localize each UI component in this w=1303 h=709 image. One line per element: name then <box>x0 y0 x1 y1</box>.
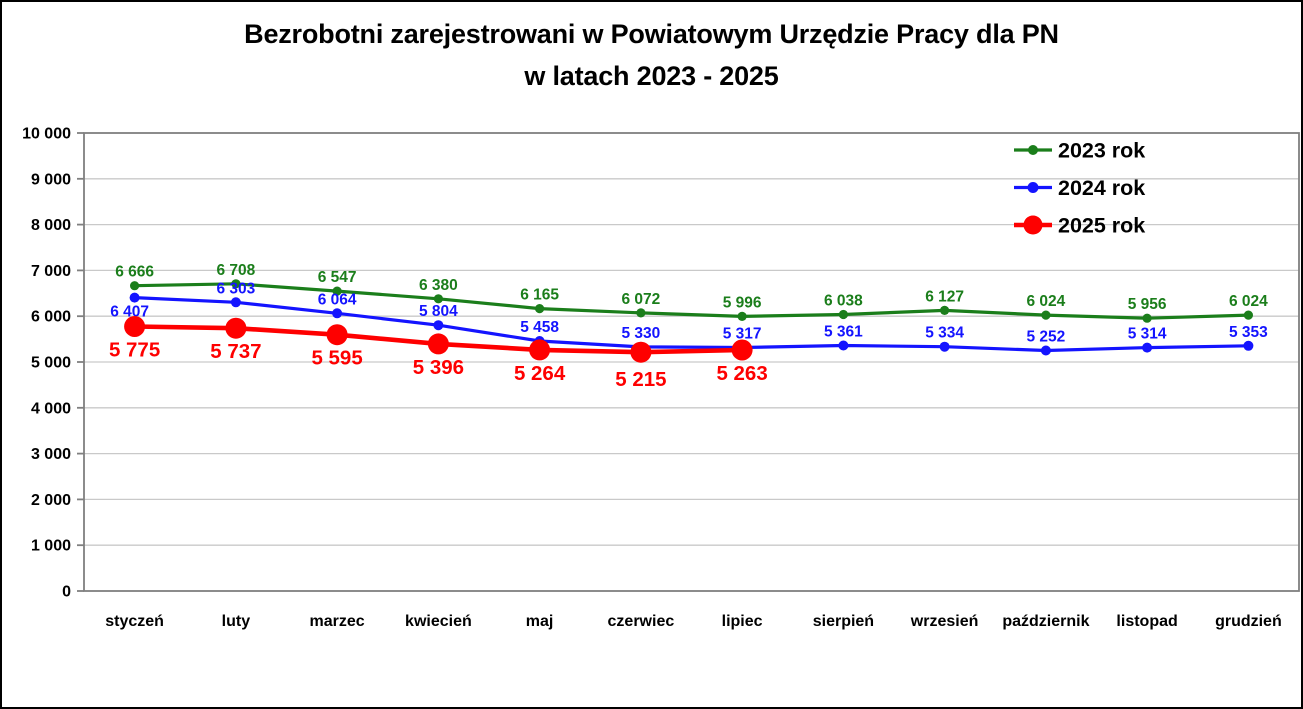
data-label: 5 804 <box>419 303 458 320</box>
y-axis-label: 1 000 <box>31 538 71 555</box>
data-label: 5 737 <box>210 340 261 363</box>
y-axis-label: 5 000 <box>31 355 71 372</box>
legend-marker <box>1027 182 1039 193</box>
data-point <box>332 286 342 296</box>
x-axis-label: sierpień <box>813 613 874 630</box>
legend-marker <box>1023 215 1043 235</box>
data-label: 5 215 <box>615 368 666 391</box>
data-label: 6 024 <box>1229 293 1268 310</box>
data-point <box>838 340 849 351</box>
data-label: 6 303 <box>217 280 256 297</box>
data-point <box>1041 310 1051 320</box>
data-label: 6 666 <box>115 264 154 281</box>
data-label: 6 024 <box>1027 293 1066 310</box>
data-label: 6 038 <box>824 293 863 310</box>
data-point <box>332 308 343 319</box>
y-axis-label: 10 000 <box>22 126 71 143</box>
data-point <box>529 339 551 361</box>
x-axis-label: kwiecień <box>405 613 472 630</box>
legend-marker <box>1028 145 1038 155</box>
x-axis-label: luty <box>222 613 251 630</box>
data-point <box>636 308 646 318</box>
x-axis-label: marzec <box>310 613 365 630</box>
data-point <box>427 333 449 355</box>
data-label: 5 263 <box>716 362 767 385</box>
data-label: 5 317 <box>723 326 762 343</box>
x-axis-label: wrzesień <box>910 613 979 630</box>
y-axis-label: 0 <box>62 584 71 601</box>
data-label: 5 334 <box>925 325 964 342</box>
chart-title: Bezrobotni zarejestrowani w Powiatowym U… <box>2 13 1301 97</box>
data-point <box>130 281 140 291</box>
data-point <box>1243 340 1254 351</box>
data-label: 5 595 <box>311 347 362 370</box>
x-axis-label: styczeń <box>105 613 164 630</box>
data-label: 6 547 <box>318 269 357 286</box>
data-point <box>433 320 444 331</box>
data-point <box>326 324 348 346</box>
data-label: 5 458 <box>520 319 559 336</box>
legend-label: 2024 rok <box>1058 176 1145 200</box>
data-label: 6 072 <box>622 291 661 308</box>
data-point <box>1142 342 1153 353</box>
y-axis-label: 6 000 <box>31 309 71 326</box>
data-label: 6 127 <box>925 288 964 305</box>
series-2025-rok: 5 775 5 737 5 595 5 396 5 264 5 215 5 263 <box>109 316 768 391</box>
data-point <box>630 341 652 363</box>
chart-title-line1: Bezrobotni zarejestrowani w Powiatowym U… <box>244 19 1059 49</box>
data-point <box>731 339 753 361</box>
data-point <box>535 304 545 314</box>
series-2024-rok: 6 407 6 303 6 064 5 804 5 458 5 330 5 317 5 361… <box>110 280 1268 356</box>
data-label: 5 956 <box>1128 296 1167 313</box>
data-label: 5 252 <box>1027 329 1066 346</box>
data-label: 6 380 <box>419 277 458 294</box>
legend-label: 2025 rok <box>1058 214 1145 238</box>
data-point <box>225 317 247 339</box>
data-point <box>124 316 146 337</box>
x-axis-label: grudzień <box>1215 613 1282 630</box>
legend-item-2024-rok: 2024 rok <box>1014 176 1145 200</box>
x-axis-label: listopad <box>1116 613 1177 630</box>
data-label: 5 353 <box>1229 324 1268 341</box>
data-label: 5 775 <box>109 339 160 362</box>
data-point <box>231 279 241 289</box>
data-label: 5 264 <box>514 362 566 385</box>
series-2023-rok: 6 666 6 708 6 547 6 380 6 165 6 072 5 996 6 038… <box>115 262 1268 323</box>
y-axis-label: 8 000 <box>31 217 71 234</box>
data-label: 5 361 <box>824 324 863 341</box>
x-axis-label: lipiec <box>722 613 763 630</box>
legend-item-2023-rok: 2023 rok <box>1014 139 1145 163</box>
x-axis-label: październik <box>1002 613 1089 630</box>
data-point <box>433 294 443 304</box>
data-point <box>1142 313 1152 323</box>
data-point <box>940 305 950 315</box>
y-axis-label: 9 000 <box>31 171 71 188</box>
data-label: 5 314 <box>1128 326 1167 343</box>
y-axis-label: 2 000 <box>31 492 71 509</box>
y-axis-label: 3 000 <box>31 446 71 463</box>
data-label: 5 396 <box>413 356 464 379</box>
data-label: 6 165 <box>520 287 559 304</box>
x-axis-label: czerwiec <box>608 613 675 630</box>
data-point <box>939 341 950 352</box>
data-point <box>230 297 241 308</box>
data-point <box>737 311 747 321</box>
legend-label: 2023 rok <box>1058 139 1145 163</box>
data-point <box>129 292 140 303</box>
x-axis-label: maj <box>526 613 554 630</box>
data-point <box>838 309 849 320</box>
data-label: 5 996 <box>723 294 762 311</box>
data-point <box>1243 310 1253 320</box>
chart-title-line2: w latach 2023 - 2025 <box>524 61 779 91</box>
data-label: 5 330 <box>622 325 661 342</box>
data-point <box>1040 345 1051 356</box>
data-label: 6 708 <box>217 262 256 279</box>
y-axis-label: 7 000 <box>31 263 71 280</box>
legend-item-2025-rok: 2025 rok <box>1014 214 1145 238</box>
data-label: 6 407 <box>110 304 149 321</box>
y-axis-label: 4 000 <box>31 400 71 417</box>
data-label: 6 064 <box>318 291 357 308</box>
